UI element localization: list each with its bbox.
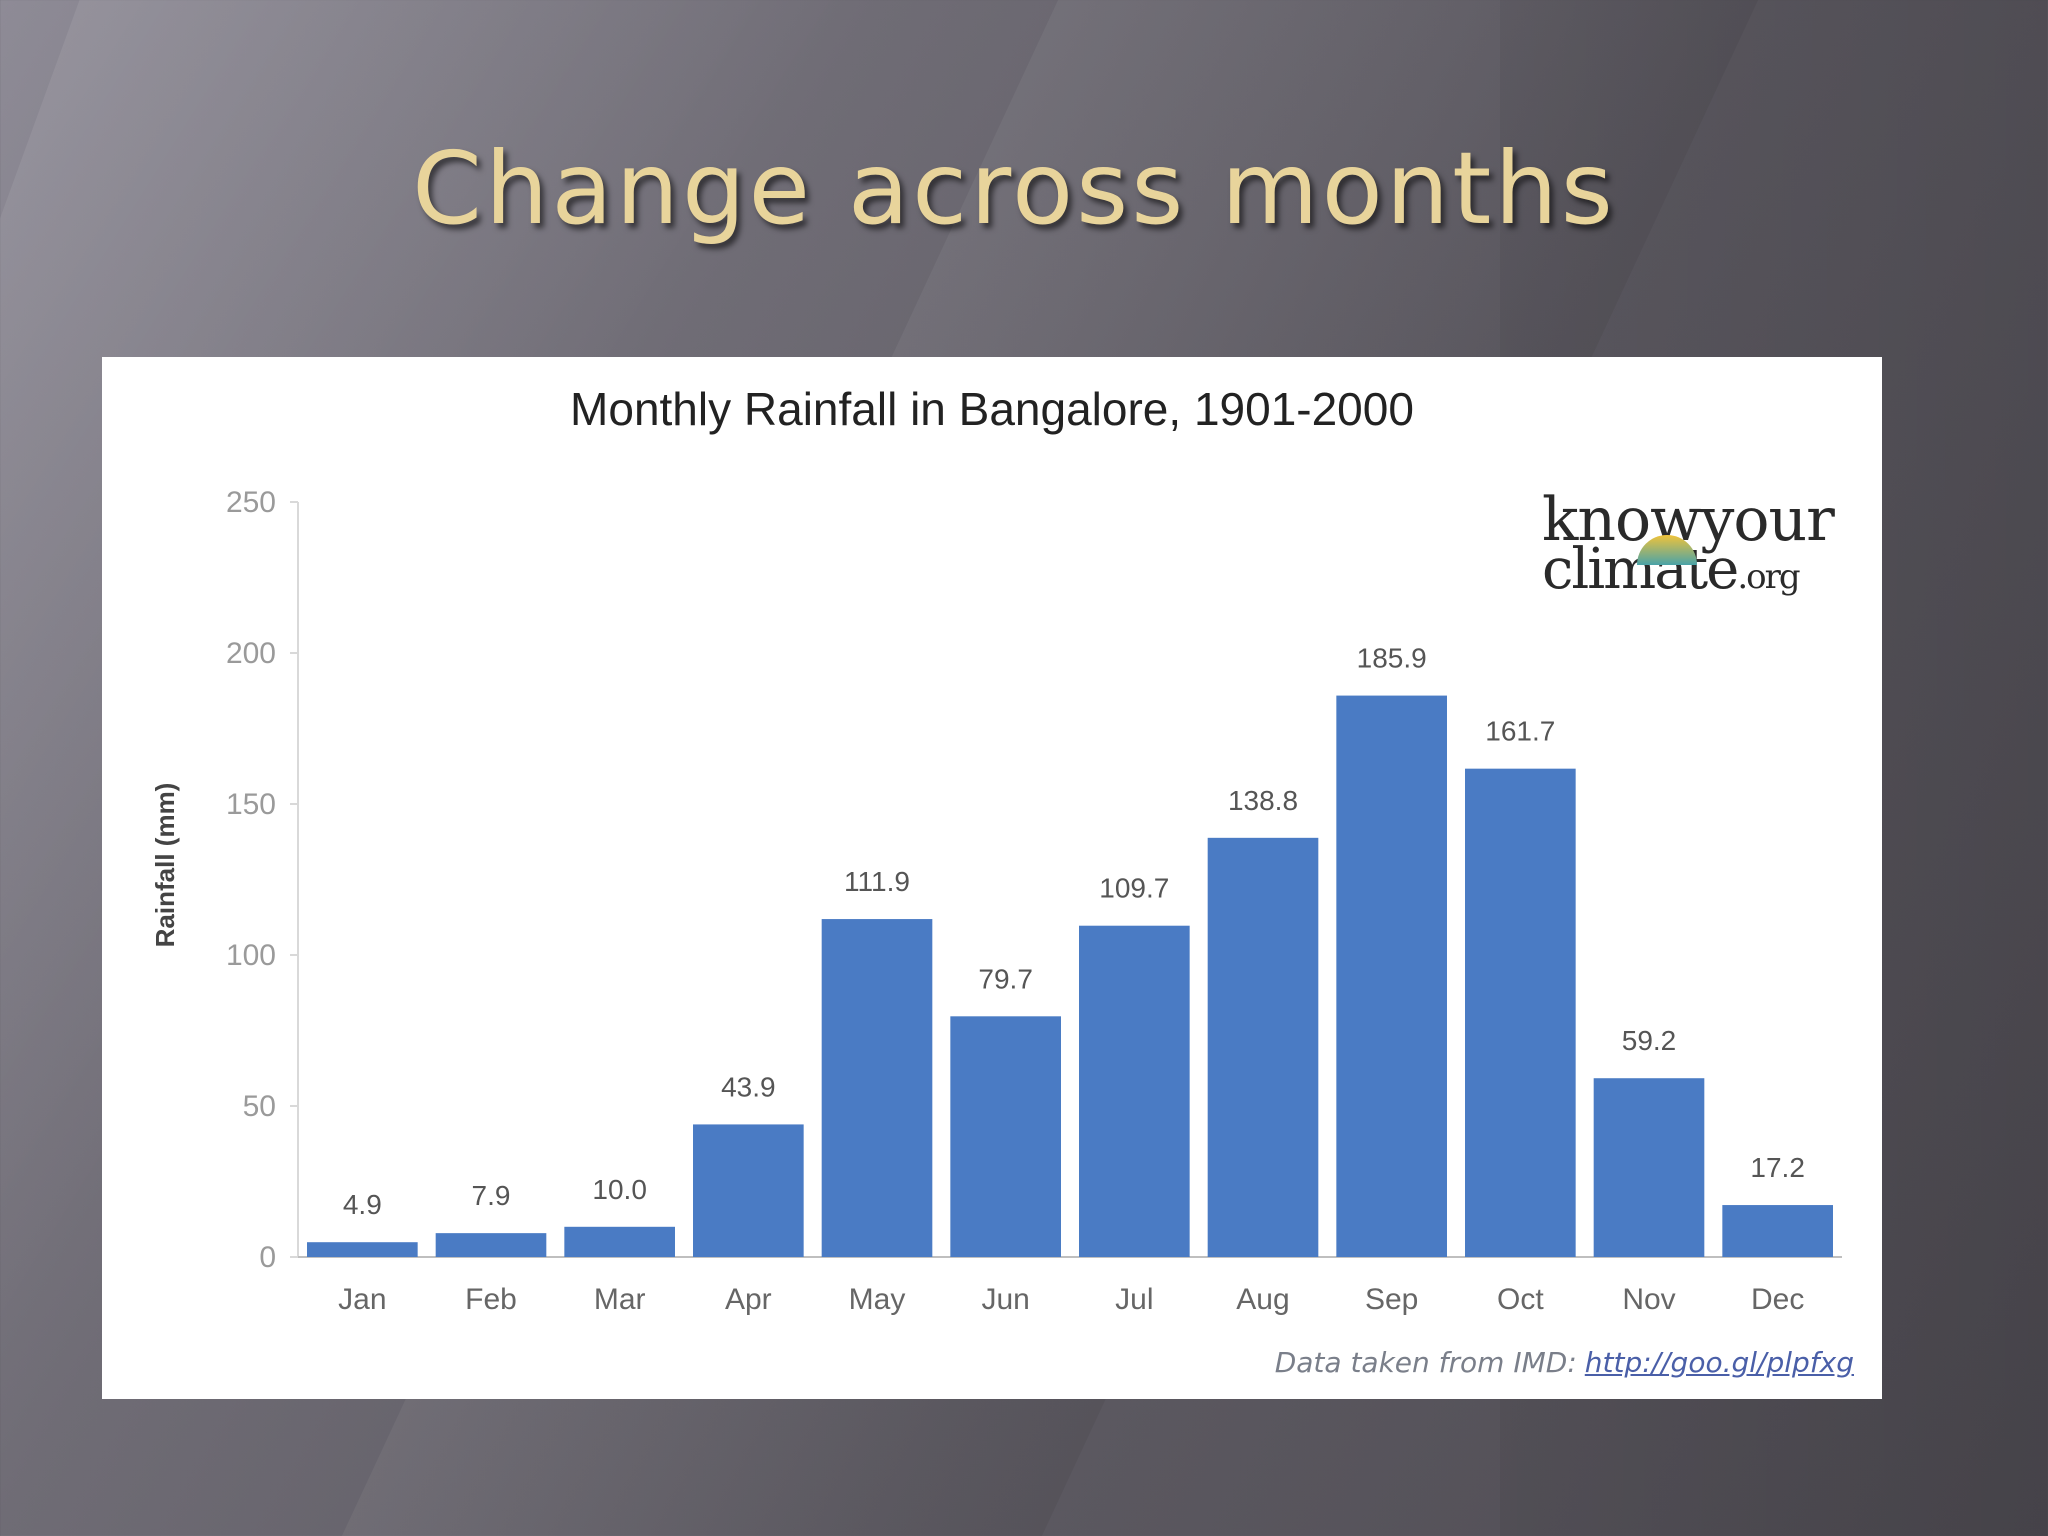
data-source-note: Data taken from IMD: http://goo.gl/plpfxg [1275, 1346, 1854, 1379]
logo-line1: knowyour [1542, 485, 1835, 555]
y-tick-label: 0 [259, 1241, 276, 1274]
source-link[interactable]: http://goo.gl/plpfxg [1584, 1346, 1854, 1379]
bar-value-label: 109.7 [1099, 873, 1169, 904]
x-tick-label: Apr [725, 1283, 772, 1316]
y-tick-label: 100 [226, 939, 276, 972]
chart-title: Monthly Rainfall in Bangalore, 1901-2000 [570, 383, 1414, 435]
chart-panel: Monthly Rainfall in Bangalore, 1901-2000… [102, 357, 1882, 1399]
x-tick-label: Aug [1236, 1283, 1289, 1316]
bar-value-label: 7.9 [472, 1180, 511, 1211]
slide-title: Change across months [412, 130, 1616, 247]
y-tick-label: 150 [226, 788, 276, 821]
x-tick-label: Jun [981, 1283, 1029, 1316]
bar-layer: 4.9 Jan 7.9 Feb 10.0 Mar 43.9 Apr 111.9 May 79.7 Ju… [307, 643, 1833, 1316]
bar-value-label: 161.7 [1485, 716, 1555, 747]
bar-value-label: 79.7 [978, 963, 1033, 994]
bar-chart: Monthly Rainfall in Bangalore, 1901-2000… [150, 383, 1842, 1316]
logo-line2: climate [1542, 537, 1739, 602]
bar [1465, 768, 1576, 1257]
x-tick-label: Jul [1115, 1283, 1153, 1316]
x-tick-label: Jan [338, 1283, 386, 1316]
bar [435, 1233, 547, 1257]
source-text: Data taken from IMD: [1274, 1346, 1577, 1379]
x-tick-label: Dec [1751, 1283, 1804, 1316]
bar [693, 1124, 804, 1257]
bar [950, 1016, 1061, 1257]
x-tick-label: May [849, 1283, 906, 1316]
bar [307, 1242, 418, 1257]
x-tick-label: Oct [1497, 1283, 1544, 1316]
logo-suffix: .org [1737, 557, 1800, 597]
bar-value-label: 185.9 [1357, 643, 1427, 674]
bar [1079, 925, 1190, 1257]
bar-value-label: 111.9 [844, 866, 910, 897]
bar-value-label: 43.9 [721, 1071, 776, 1102]
x-tick-label: Feb [465, 1283, 517, 1316]
bar [1722, 1205, 1833, 1257]
x-tick-label: Mar [594, 1283, 646, 1316]
bar [1593, 1078, 1705, 1257]
bar-value-label: 10.0 [592, 1174, 647, 1205]
bar-value-label: 138.8 [1228, 785, 1298, 816]
bar [821, 919, 933, 1257]
axis-layer: 0 50 100 150 200 250 [226, 486, 1842, 1274]
y-tick-label: 200 [226, 637, 276, 670]
y-tick-label: 50 [243, 1090, 276, 1123]
x-tick-label: Sep [1365, 1283, 1418, 1316]
x-tick-label: Nov [1622, 1283, 1675, 1316]
bar-value-label: 4.9 [343, 1189, 382, 1220]
y-tick-label: 250 [226, 486, 276, 519]
bar [1207, 837, 1319, 1257]
bar-value-label: 17.2 [1750, 1152, 1805, 1183]
bar [564, 1226, 675, 1257]
bar [1336, 695, 1447, 1257]
y-axis-label: Rainfall (mm) [150, 783, 180, 948]
bar-value-label: 59.2 [1622, 1025, 1677, 1056]
knowyourclimate-logo: knowyour climate.org [1542, 485, 1842, 605]
